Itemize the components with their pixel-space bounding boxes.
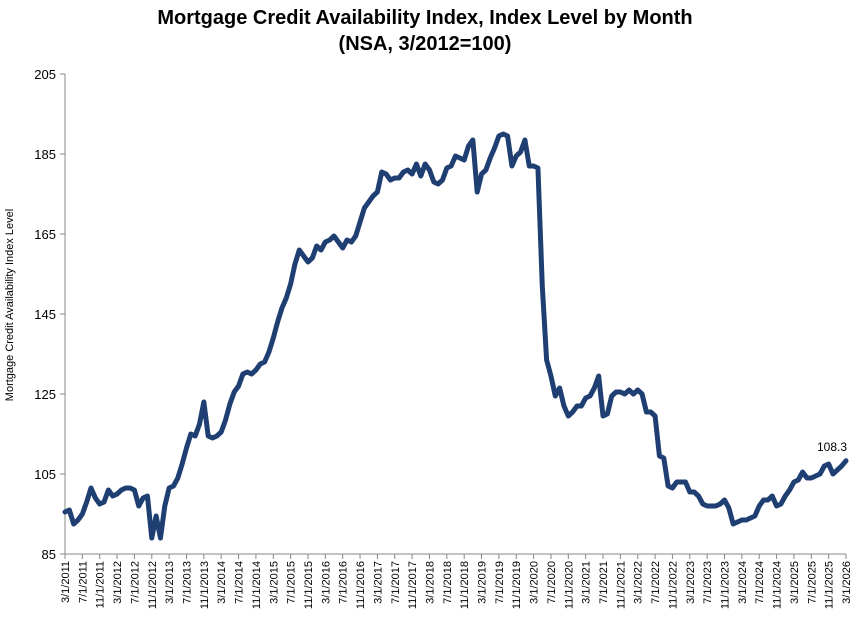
x-tick-label: 11/1/2015 [303, 561, 315, 609]
x-tick-label: 7/1/2014 [234, 561, 246, 604]
x-tick-label: 3/1/2014 [216, 561, 228, 604]
x-tick-label: 3/1/2015 [268, 561, 280, 604]
x-tick-label: 3/1/2018 [424, 561, 436, 604]
y-tick-label: 125 [34, 387, 56, 402]
x-tick-label: 7/1/2013 [181, 561, 193, 604]
x-tick-label: 3/1/2016 [320, 561, 332, 604]
x-tick-label: 3/1/2024 [737, 561, 749, 604]
x-tick-label: 7/1/2015 [286, 561, 298, 604]
y-tick-label: 185 [34, 147, 56, 162]
x-tick-label: 3/1/2025 [789, 561, 801, 604]
x-tick-label: 11/1/2024 [772, 561, 784, 609]
x-tick-label: 7/1/2019 [494, 561, 506, 604]
x-tick-label: 7/1/2012 [129, 561, 141, 604]
x-tick-label: 11/1/2021 [615, 561, 627, 609]
y-tick-label: 145 [34, 307, 56, 322]
x-tick-label: 7/1/2018 [442, 561, 454, 604]
x-axis: 3/1/2011 7/1/2011 11/1/2011 3/1/2012 7/1/201… [60, 553, 853, 609]
x-tick-label: 11/1/2023 [720, 561, 732, 609]
y-tick-label: 85 [42, 547, 56, 562]
y-tick-label: 205 [34, 67, 56, 82]
series-line [62, 131, 849, 541]
chart-subtitle: (NSA, 3/2012=100) [339, 33, 512, 55]
x-tick-label: 11/1/2020 [563, 561, 575, 609]
x-tick-label: 3/1/2022 [633, 561, 645, 604]
x-tick-label: 7/1/2017 [390, 561, 402, 604]
x-tick-label: 11/1/2013 [199, 561, 211, 609]
x-tick-label: 7/1/2025 [806, 561, 818, 604]
x-tick-label: 3/1/2012 [112, 561, 124, 604]
x-tick-label: 7/1/2016 [338, 561, 350, 604]
x-tick-label: 11/1/2018 [459, 561, 471, 609]
x-tick-label: 7/1/2024 [754, 561, 766, 604]
x-tick-label: 7/1/2020 [546, 561, 558, 604]
x-tick-label: 11/1/2025 [824, 561, 836, 609]
x-tick-label: 7/1/2022 [650, 561, 662, 604]
x-tick-label: 3/1/2019 [477, 561, 489, 604]
x-tick-label: 3/1/2013 [164, 561, 176, 604]
y-axis-label: Mortgage Credit Availability Index Level [4, 209, 16, 401]
x-tick-label: 11/1/2014 [251, 561, 263, 609]
x-tick-label: 11/1/2022 [667, 561, 679, 609]
last-value-label: 108.3 [817, 440, 847, 454]
x-tick-label: 3/1/2020 [529, 561, 541, 604]
x-tick-label: 11/1/2016 [355, 561, 367, 609]
y-tick-label: 165 [34, 227, 56, 242]
x-tick-label: 3/1/2021 [581, 561, 593, 604]
x-tick-label: 11/1/2017 [407, 561, 419, 609]
x-tick-label: 11/1/2011 [95, 561, 107, 608]
x-tick-label: 7/1/2021 [598, 561, 610, 604]
x-tick-label: 11/1/2012 [147, 561, 159, 609]
x-tick-label: 7/1/2023 [702, 561, 714, 604]
x-tick-label: 3/1/2026 [841, 561, 853, 604]
x-tick-label: 3/1/2023 [685, 561, 697, 604]
y-tick-label: 105 [34, 467, 56, 482]
chart-title: Mortgage Credit Availability Index, Inde… [157, 7, 692, 29]
x-tick-label: 11/1/2019 [511, 561, 523, 609]
x-tick-label: 3/1/2017 [372, 561, 384, 604]
y-axis: 85 105 125 145 165 185 205 [34, 67, 66, 562]
x-tick-label: 3/1/2011 [60, 561, 72, 603]
x-tick-label: 7/1/2011 [77, 561, 89, 603]
